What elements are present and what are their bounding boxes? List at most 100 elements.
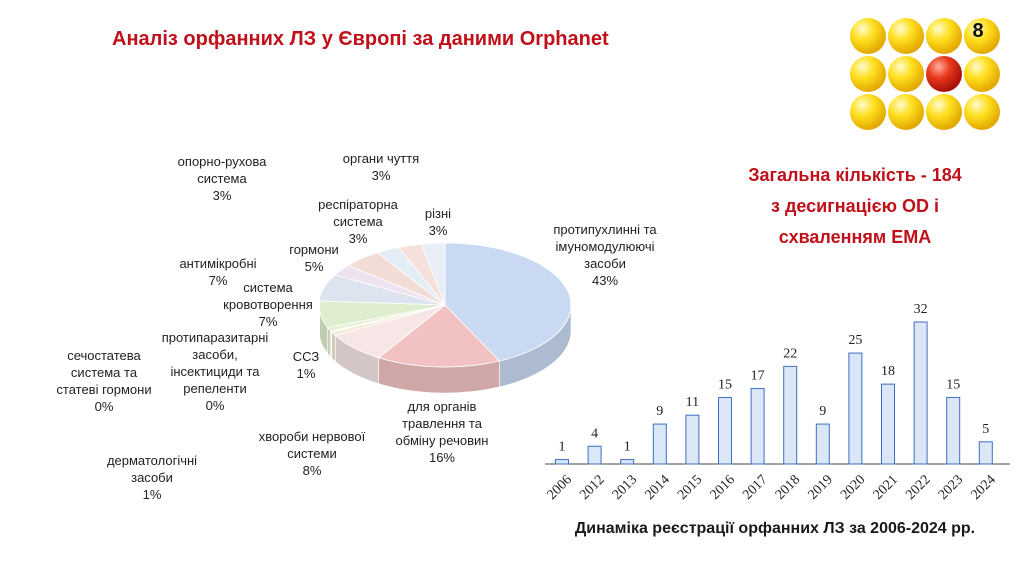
- bar: [555, 459, 569, 465]
- bar-value-label: 18: [881, 364, 895, 379]
- bar-value-label: 11: [686, 395, 699, 410]
- pie-label-percent: 0%: [94, 399, 114, 414]
- x-tick-label: 2015: [675, 472, 705, 502]
- pie-label-text: імуномодулюючі: [555, 239, 655, 254]
- yellow-ball-icon: [850, 56, 886, 92]
- pie-slice: [420, 242, 446, 306]
- yellow-ball-icon: [888, 18, 924, 54]
- bar: [620, 459, 635, 465]
- pie-label-text: протипаразитарні: [161, 330, 269, 345]
- x-tick-label: 2018: [773, 472, 803, 502]
- pie-label-text: опорно-рухова: [177, 154, 267, 169]
- pie-label-text: засоби,: [192, 347, 238, 362]
- x-tick-label: 2016: [708, 472, 738, 502]
- pie-label-percent: 7%: [258, 314, 278, 329]
- yellow-ball-icon: [964, 56, 1000, 92]
- pie-label-text: інсектициди та: [170, 364, 260, 379]
- pie-label: протипаразитарні засоби, інсектициди та реп…: [162, 329, 269, 414]
- bar: [848, 352, 863, 465]
- pie-label-percent: 3%: [212, 188, 232, 203]
- pie-label-text: різні: [424, 206, 452, 221]
- bar-value-label: 5: [982, 422, 989, 437]
- total-summary-line2: з десигнацією OD і: [771, 196, 939, 216]
- bar-chart: 1 2006 4 2012 1 2013 9 2014 11 2015 15 2016 17 2017 22…: [545, 302, 1010, 503]
- pie-label-text: сечостатева: [67, 348, 141, 363]
- yellow-ball-icon: [926, 94, 962, 130]
- pie-label-percent: 3%: [428, 223, 448, 238]
- pie-label-text: антимікробні: [179, 256, 257, 271]
- pie-label: протипухлинні та імуномодулюючі засоби 43%: [553, 221, 656, 289]
- x-tick-label: 2019: [805, 472, 835, 502]
- x-tick-label: 2013: [610, 472, 640, 502]
- bar: [587, 445, 602, 465]
- bar: [946, 396, 961, 465]
- pie-label-percent: 0%: [205, 398, 225, 413]
- total-summary-line1: Загальна кількість - 184: [748, 165, 962, 185]
- bar: [685, 414, 700, 465]
- pie-label-text: кровотворення: [223, 297, 313, 312]
- bar-value-label: 15: [946, 377, 960, 392]
- yellow-ball-icon: [888, 94, 924, 130]
- yellow-ball-icon: [850, 18, 886, 54]
- pie-label-text: травлення та: [402, 416, 482, 431]
- pie-label: ССЗ 1%: [293, 348, 319, 382]
- bar-value-label: 15: [718, 377, 732, 392]
- pie-label-percent: 3%: [348, 231, 368, 246]
- pie-slice-side: [331, 331, 336, 363]
- pie-label: респіраторна система 3%: [318, 196, 398, 247]
- yellow-ball-icon: [888, 56, 924, 92]
- x-tick-label: 2023: [936, 472, 966, 502]
- pie-label: органи чуття 3%: [343, 150, 419, 184]
- pie-label-text: система: [243, 280, 293, 295]
- pie-label-text: система та: [70, 365, 138, 380]
- pie-label-text: протипухлинні та: [553, 222, 657, 237]
- pie-label-text: дерматологічні: [106, 453, 198, 468]
- pie-label-percent: 7%: [208, 273, 228, 288]
- x-tick-label: 2024: [968, 472, 998, 502]
- pie-label: хвороби нервової системи 8%: [259, 428, 366, 479]
- pie-label: гормони 5%: [289, 241, 339, 275]
- pie-label-text: система: [197, 171, 247, 186]
- pie-label: система кровотворення 7%: [223, 279, 313, 330]
- pie-label-text: засоби: [584, 256, 626, 271]
- pie-label-text: системи: [287, 446, 337, 461]
- yellow-ball-icon: [850, 94, 886, 130]
- bar: [978, 441, 993, 465]
- bar-value-label: 25: [848, 333, 862, 348]
- yellow-ball-icon: [964, 18, 1000, 54]
- pie-label: опорно-рухова система 3%: [178, 153, 267, 204]
- pie-slice-side: [327, 326, 331, 358]
- bar-value-label: 1: [624, 440, 631, 455]
- pie-label-percent: 5%: [304, 259, 324, 274]
- pie-label-percent: 43%: [591, 273, 619, 288]
- pie-slice: [320, 300, 446, 328]
- pie-label-text: система: [333, 214, 383, 229]
- pie-slice: [444, 242, 572, 362]
- bar: [913, 321, 928, 465]
- yellow-ball-icon: [926, 18, 962, 54]
- pie-label-percent: 1%: [296, 366, 316, 381]
- slide-number: 8: [972, 20, 984, 42]
- pie-chart: [320, 242, 572, 394]
- red-ball-icon: [926, 56, 962, 92]
- pie-label-percent: 1%: [142, 487, 162, 502]
- page-title: Аналіз орфанних ЛЗ у Європі за даними Or…: [112, 28, 609, 50]
- pie-label-text: статеві гормони: [56, 382, 152, 397]
- pie-label-text: ССЗ: [292, 349, 320, 364]
- pie-label: антимікробні 7%: [179, 255, 256, 289]
- x-tick-label: 2021: [871, 472, 901, 502]
- pie-label-percent: 16%: [428, 450, 456, 465]
- pie-label-text: обміну речовин: [395, 433, 489, 448]
- bar: [750, 388, 765, 465]
- total-summary-line3: схваленням EMA: [778, 227, 932, 247]
- bar-chart-caption: Динаміка реєстрації орфанних ЛЗ за 2006-…: [574, 520, 976, 537]
- bar: [718, 396, 732, 465]
- bar-value-label: 9: [819, 404, 826, 419]
- bar-value-label: 17: [751, 369, 765, 384]
- pie-slice: [377, 304, 501, 368]
- pie-label: різні 3%: [425, 205, 451, 239]
- bar: [881, 383, 895, 465]
- yellow-ball-icon: [964, 94, 1000, 130]
- pie-label-text: респіраторна: [318, 197, 398, 212]
- pie-label-text: репеленти: [183, 381, 247, 396]
